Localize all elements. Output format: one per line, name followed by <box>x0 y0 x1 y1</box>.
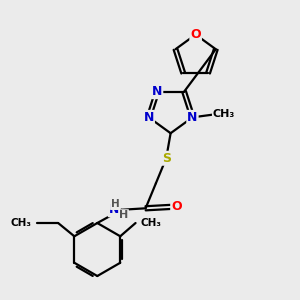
Text: O: O <box>190 28 201 41</box>
Text: H: H <box>119 210 128 220</box>
Text: CH₃: CH₃ <box>213 110 235 119</box>
Text: N: N <box>109 203 119 216</box>
Text: N: N <box>152 85 162 98</box>
Text: H: H <box>111 200 119 209</box>
Text: N: N <box>187 111 198 124</box>
Text: S: S <box>162 152 171 165</box>
Text: CH₃: CH₃ <box>141 218 162 228</box>
Text: CH₃: CH₃ <box>10 218 31 228</box>
Text: O: O <box>171 200 182 213</box>
Text: N: N <box>144 111 154 124</box>
